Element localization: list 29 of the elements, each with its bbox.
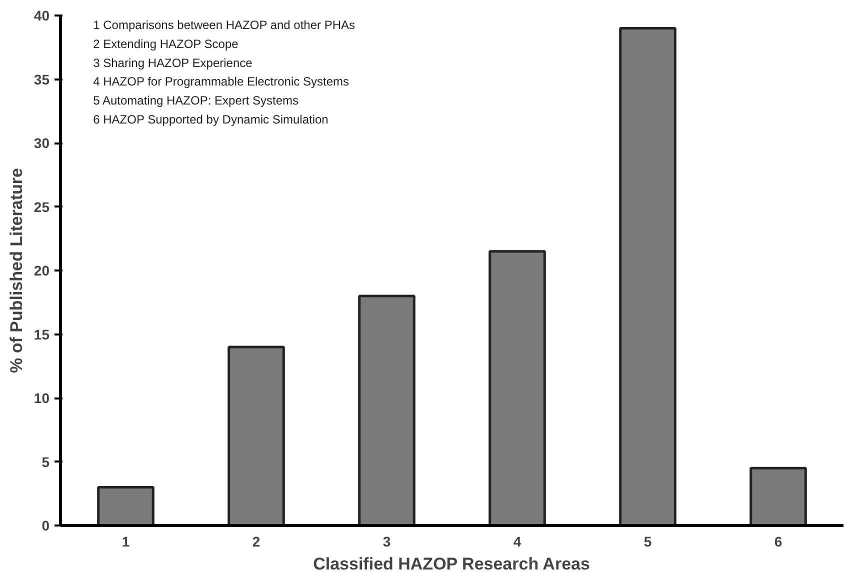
bar xyxy=(97,486,154,526)
annotation: 3 Sharing HAZOP Experience xyxy=(93,56,253,70)
bar xyxy=(358,294,416,526)
y-tick-label: 25 xyxy=(34,198,50,215)
y-tick-label: 10 xyxy=(34,390,50,406)
x-tick-label: 4 xyxy=(513,534,522,550)
y-tick-label: 20 xyxy=(34,262,50,278)
y-tick-label: 0 xyxy=(42,518,50,534)
x-tick-label: 3 xyxy=(382,534,391,550)
y-tick-label: 15 xyxy=(34,326,50,342)
x-axis-title: Classified HAZOP Research Areas xyxy=(313,554,590,574)
annotation: 5 Automating HAZOP: Expert Systems xyxy=(93,94,299,108)
annotation: 6 HAZOP Supported by Dynamic Simulation xyxy=(93,112,328,126)
x-tick-label: 6 xyxy=(774,534,782,550)
annotation: 4 HAZOP for Programmable Electronic Systems xyxy=(93,74,349,89)
x-tick-label: 1 xyxy=(122,534,130,550)
y-tick-label: 40 xyxy=(34,8,50,24)
bar xyxy=(619,27,676,526)
y-axis-title: % of Published Literature xyxy=(6,168,26,373)
bar xyxy=(488,250,546,526)
y-tick-label: 35 xyxy=(34,71,50,88)
y-tick-label: 30 xyxy=(34,135,50,151)
y-tick-label: 5 xyxy=(42,454,50,470)
annotation: 2 Extending HAZOP Scope xyxy=(93,36,239,51)
bar xyxy=(750,466,807,526)
x-tick-label: 5 xyxy=(644,534,652,550)
annotation: 1 Comparisons between HAZOP and other PHAs xyxy=(93,18,356,32)
bar xyxy=(228,346,285,526)
x-tick-label: 2 xyxy=(252,534,260,550)
